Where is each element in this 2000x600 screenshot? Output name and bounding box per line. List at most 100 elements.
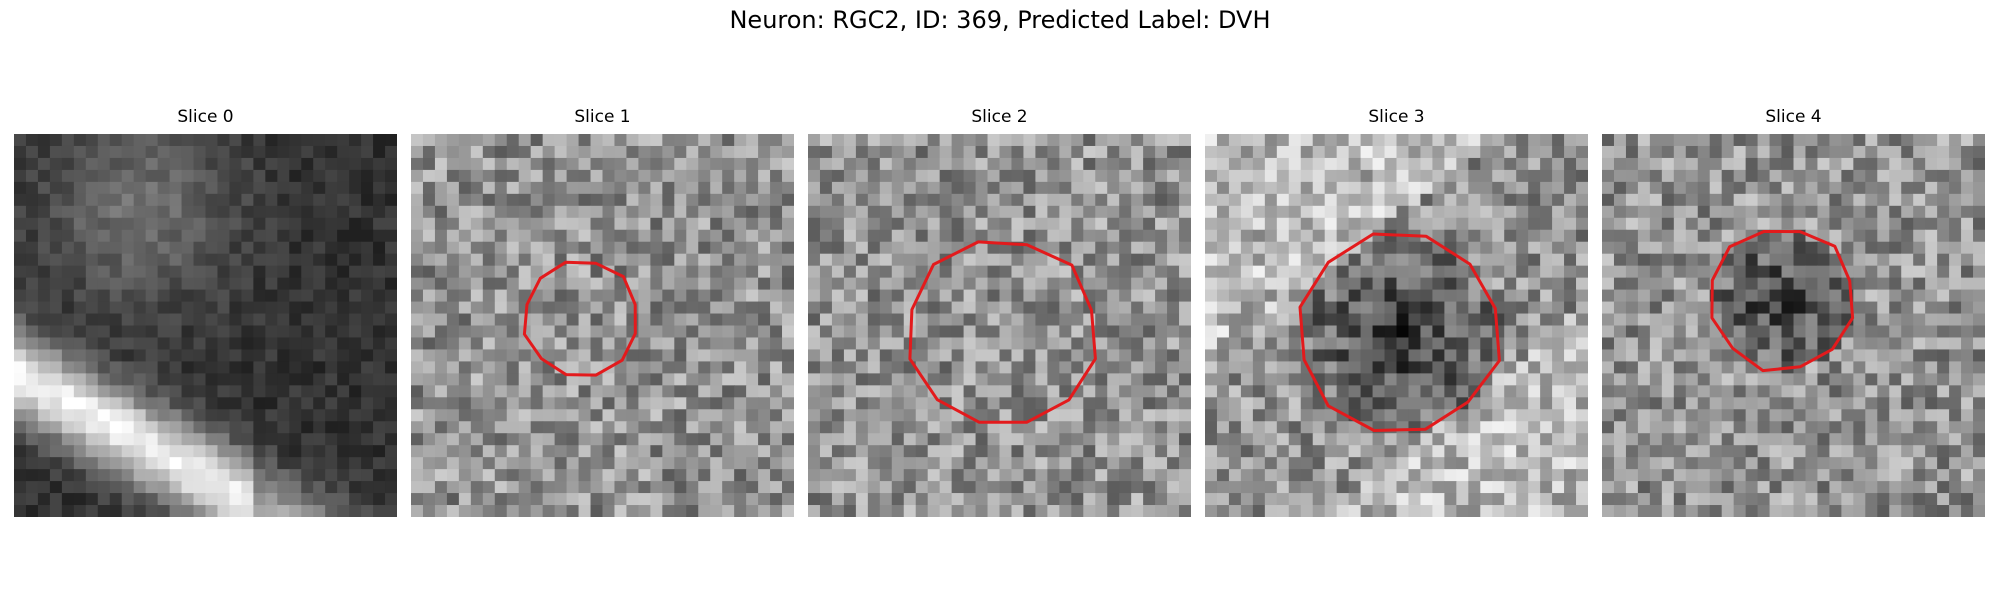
pixel-cell (337, 349, 350, 363)
pixel-cell (1625, 349, 1639, 363)
pixel-cell (662, 277, 675, 291)
pixel-cell (349, 445, 362, 458)
pixel-cell (109, 229, 123, 243)
pixel-cell (770, 313, 783, 327)
pixel-cell (337, 361, 350, 374)
pixel-cell (1673, 433, 1687, 446)
pixel-cell (638, 277, 651, 291)
pixel-cell (1205, 253, 1218, 267)
pixel-cell (1564, 181, 1577, 195)
pixel-cell (241, 277, 254, 291)
pixel-cell (337, 157, 350, 171)
pixel-cell (1480, 505, 1493, 517)
pixel-cell (1973, 301, 1985, 315)
pixel-cell (590, 145, 604, 159)
pixel-cell (1516, 373, 1529, 386)
pixel-cell (1602, 241, 1615, 255)
pixel-cell (1468, 433, 1481, 446)
pixel-cell (1205, 181, 1218, 195)
pixel-cell (1613, 373, 1627, 386)
pixel-cell (1155, 361, 1168, 374)
pixel-cell (1143, 157, 1156, 171)
pixel-cell (554, 397, 568, 410)
pixel-cell (373, 325, 386, 339)
pixel-cell (1336, 469, 1350, 482)
pixel-cell (1492, 433, 1505, 446)
pixel-cell (1649, 349, 1663, 363)
pixel-cell (1745, 385, 1759, 398)
pixel-cell (1143, 457, 1156, 470)
pixel-cell (482, 337, 496, 351)
pixel-cell (109, 134, 123, 147)
pixel-cell (301, 445, 314, 458)
pixel-cell (1697, 457, 1711, 470)
pixel-cell (73, 493, 87, 506)
pixel-cell (614, 433, 628, 446)
pixel-cell (698, 277, 711, 291)
pixel-cell (722, 469, 735, 482)
pixel-cell (1901, 409, 1914, 422)
pixel-cell (494, 169, 508, 183)
pixel-cell (14, 421, 27, 434)
pixel-cell (1769, 181, 1783, 195)
pixel-cell (808, 349, 821, 363)
pixel-cell (746, 349, 759, 363)
pixel-cell (578, 193, 592, 207)
pixel-cell (1205, 217, 1218, 231)
pixel-cell (879, 253, 893, 267)
pixel-cell (361, 193, 374, 207)
pixel-cell (819, 193, 833, 207)
pixel-cell (1661, 325, 1675, 339)
pixel-cell (1913, 289, 1926, 303)
pixel-cell (1516, 481, 1529, 494)
pixel-cell (265, 505, 278, 517)
pixel-cell (1480, 433, 1493, 446)
pixel-cell (1889, 193, 1902, 207)
pixel-cell (1155, 253, 1168, 267)
pixel-cell (325, 241, 338, 255)
pixel-cell (963, 145, 977, 159)
pixel-cell (193, 433, 207, 446)
pixel-cell (1119, 134, 1132, 147)
pixel-cell (1492, 217, 1505, 231)
pixel-cell (1216, 361, 1230, 374)
pixel-cell (506, 397, 520, 410)
pixel-cell (1205, 361, 1218, 374)
pixel-cell (1264, 193, 1278, 207)
pixel-cell (1865, 445, 1878, 458)
pixel-cell (1324, 445, 1338, 458)
pixel-cell (1300, 325, 1314, 339)
pixel-cell (1973, 277, 1985, 291)
pixel-cell (1059, 337, 1072, 351)
pixel-cell (373, 193, 386, 207)
pixel-cell (843, 277, 857, 291)
pixel-cell (121, 421, 135, 434)
pixel-cell (1697, 385, 1711, 398)
pixel-cell (1673, 361, 1687, 374)
pixel-cell (662, 337, 675, 351)
pixel-cell (169, 277, 183, 291)
pixel-cell (1733, 289, 1747, 303)
pixel-cell (891, 493, 905, 506)
pixel-cell (373, 481, 386, 494)
pixel-cell (590, 349, 604, 363)
pixel-cell (217, 205, 231, 219)
pixel-cell (1552, 169, 1565, 183)
pixel-cell (1155, 385, 1168, 398)
pixel-cell (1288, 134, 1302, 147)
pixel-cell (638, 445, 651, 458)
pixel-cell (1709, 433, 1723, 446)
pixel-cell (1564, 445, 1577, 458)
pixel-cell (361, 134, 374, 147)
pixel-cell (97, 253, 111, 267)
pixel-cell (1336, 229, 1350, 243)
pixel-cell (181, 385, 195, 398)
pixel-cell (1276, 469, 1290, 482)
pixel-cell (289, 457, 302, 470)
pixel-cell (313, 361, 326, 374)
pixel-cell (277, 385, 290, 398)
pixel-cell (1877, 157, 1890, 171)
pixel-cell (217, 433, 231, 446)
pixel-cell (411, 481, 424, 494)
pixel-cell (1661, 205, 1675, 219)
